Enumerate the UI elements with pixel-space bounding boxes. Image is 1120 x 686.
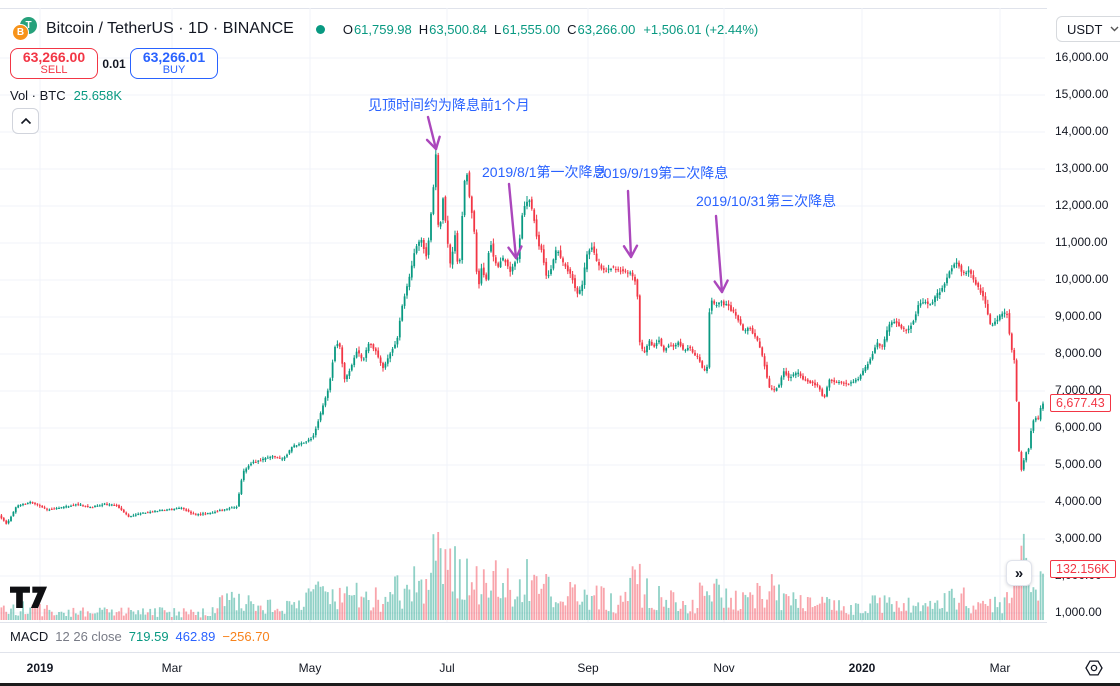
collapse-legend-button[interactable]: [12, 108, 39, 134]
time-axis-label: Mar: [989, 661, 1011, 675]
bitcoin-coin-icon: B: [12, 24, 29, 41]
price-axis-label: 13,000.00: [1055, 161, 1109, 175]
time-axis-label: 2019: [26, 661, 54, 675]
last-price-tag: 6,677.43: [1050, 394, 1111, 412]
arrow-head: [425, 135, 441, 151]
market-status-dot: [315, 24, 325, 34]
volume-legend: Vol · BTC 25.658K: [10, 88, 123, 103]
currency-button[interactable]: USDT: [1056, 16, 1120, 42]
pane-divider-timescale: [0, 652, 1120, 653]
price-axis-label: 16,000.00: [1055, 50, 1109, 64]
scroll-right-button[interactable]: »: [1006, 560, 1032, 586]
time-axis-label: Mar: [161, 661, 183, 675]
time-axis-label: 2020: [848, 661, 876, 675]
volume-series: [0, 532, 1044, 620]
macd-legend[interactable]: MACD 12 26 close 719.59 462.89 −256.70: [10, 629, 270, 644]
last-volume-tag: 132.156K: [1050, 560, 1116, 578]
chart-canvas[interactable]: [0, 0, 1047, 683]
price-scale[interactable]: 16,000.00 15,000.00 14,000.00 13,000.00 12,0…: [1047, 8, 1120, 652]
symbol-title[interactable]: Bitcoin / TetherUS · 1D · BINANCE: [46, 20, 294, 37]
arrow-head: [622, 244, 639, 259]
macd-hist-value: −256.70: [222, 629, 270, 644]
annotation-text-4[interactable]: 2019/10/31第三次降息: [696, 193, 837, 209]
price-axis-label: 6,000.00: [1055, 420, 1102, 434]
macd-signal-value: 462.89: [175, 629, 216, 644]
spread-value: 0.01: [102, 56, 126, 71]
trade-panel: 63,266.00 SELL 0.01 63,266.01 BUY: [10, 48, 218, 79]
price-axis-label: 8,000.00: [1055, 346, 1102, 360]
price-axis-label: 15,000.00: [1055, 87, 1109, 101]
top-divider: [0, 8, 1120, 9]
price-axis-label: 12,000.00: [1055, 198, 1109, 212]
arrow-head: [713, 279, 729, 294]
settings-gear-button[interactable]: [1085, 659, 1103, 677]
price-axis-label: 7,000.00: [1055, 383, 1102, 397]
change-value: +1,506.01 (+2.44%): [643, 21, 759, 37]
time-scale[interactable]: 2019 Mar May Jul Sep Nov 2020 Mar: [0, 653, 1120, 683]
annotation-text-2[interactable]: 2019/8/1第一次降息: [482, 164, 607, 180]
price-axis-label: 10,000.00: [1055, 272, 1109, 286]
arrow-head: [507, 245, 523, 260]
volume-value: 25.658K: [73, 88, 123, 103]
time-axis-label: May: [298, 661, 322, 675]
time-axis-label: Jul: [439, 661, 455, 675]
annotation-text-1[interactable]: 见顶时间约为降息前1个月: [368, 97, 530, 113]
candlestick-series: [0, 148, 1044, 525]
screen-bottom-edge: [0, 683, 1120, 686]
time-axis-label: Sep: [577, 661, 599, 675]
gridlines: [0, 8, 1045, 622]
price-axis-label: 4,000.00: [1055, 494, 1102, 508]
macd-value: 719.59: [128, 629, 169, 644]
gear-icon: [1085, 660, 1103, 676]
pair-logo: T B: [10, 16, 38, 42]
price-axis-label: 1,000.00: [1055, 605, 1102, 619]
tradingview-logo-icon[interactable]: [10, 586, 48, 614]
annotation-text-3[interactable]: 2019/9/19第二次降息: [596, 165, 729, 181]
pane-divider-macd[interactable]: [0, 622, 1120, 623]
sell-button[interactable]: 63,266.00 SELL: [10, 48, 98, 79]
price-axis-label: 9,000.00: [1055, 309, 1102, 323]
buy-button[interactable]: 63,266.01 BUY: [130, 48, 218, 79]
chevron-up-icon: [20, 117, 31, 125]
chevron-down-icon: [1110, 26, 1119, 32]
drawing-arrows[interactable]: [425, 115, 729, 294]
time-axis-label: Nov: [713, 661, 735, 675]
price-axis-label: 14,000.00: [1055, 124, 1109, 138]
price-axis-label: 5,000.00: [1055, 457, 1102, 471]
ohlc-values: O 61,759.98 H 63,500.84 L 61,555.00 C 63,266…: [342, 21, 759, 37]
price-axis-label: 3,000.00: [1055, 531, 1102, 545]
price-axis-label: 11,000.00: [1055, 235, 1108, 249]
